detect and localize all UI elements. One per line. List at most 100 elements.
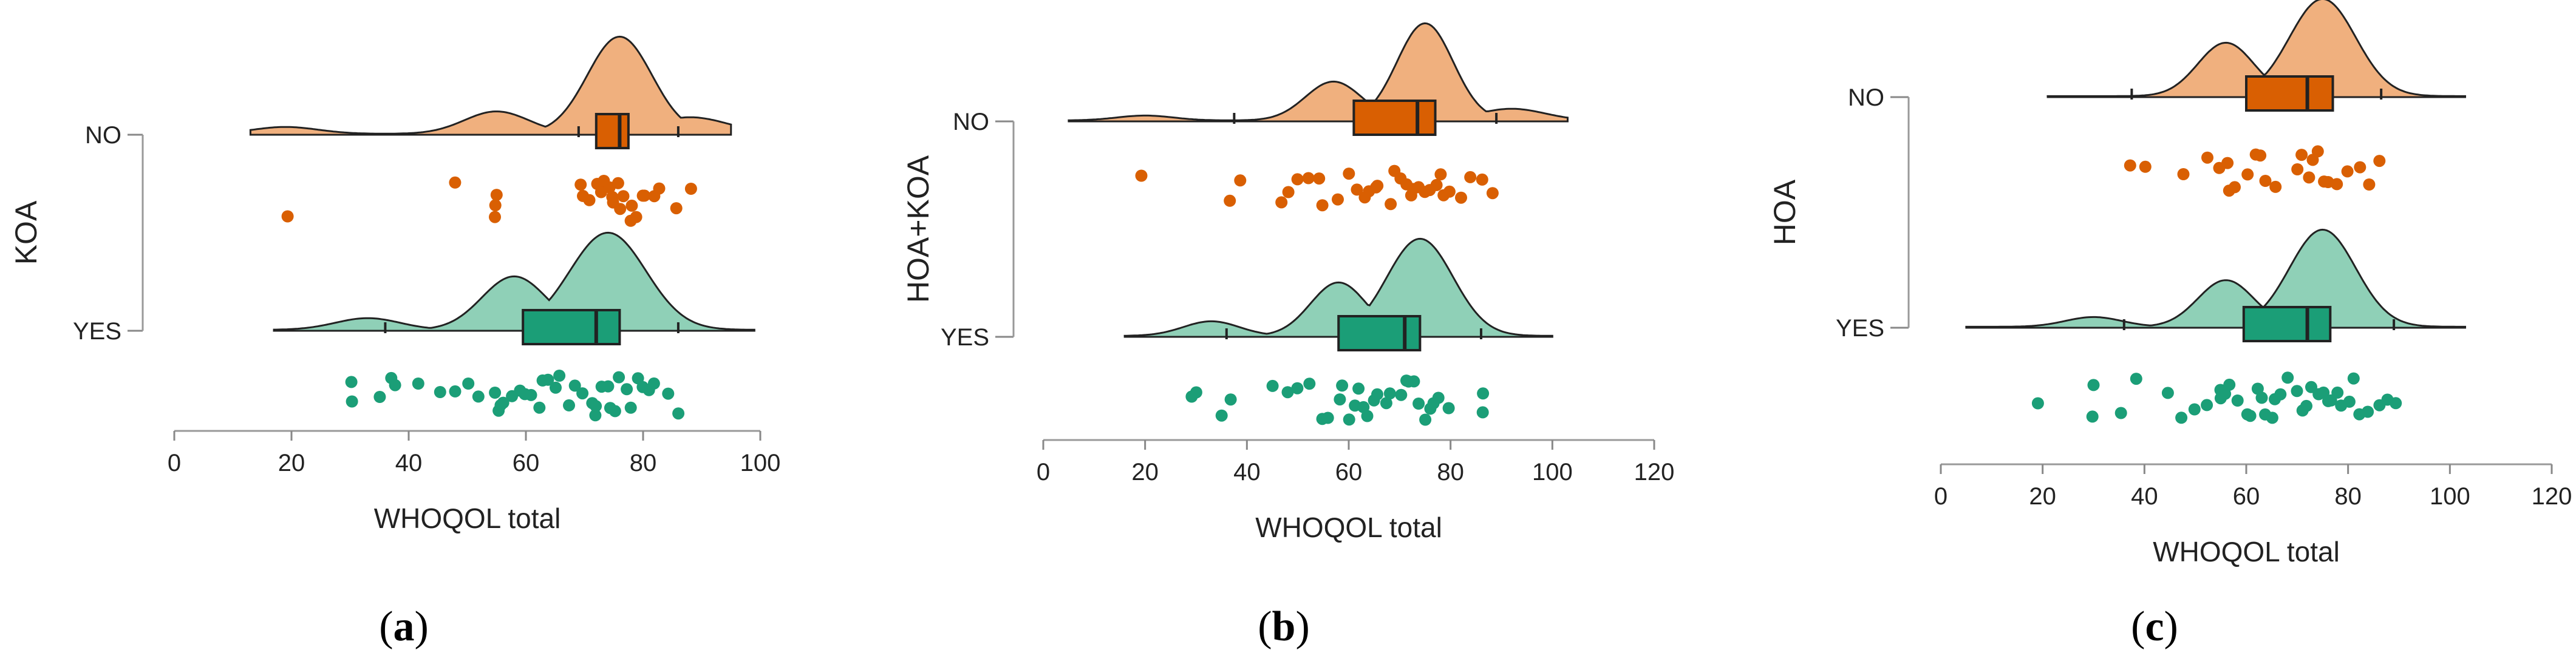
data-point-yes [1303,378,1316,390]
x-axis-title: WHOQOL total [2153,536,2340,567]
x-tick-label: 80 [630,450,657,476]
y-axis-title: KOA [9,200,43,265]
data-point-yes [2087,379,2100,391]
data-point-yes [2086,410,2099,423]
y-axis-title: HOA [1768,179,1802,245]
data-point-yes [449,385,462,398]
data-point-yes [2347,372,2360,385]
box-yes [522,309,621,345]
raincloud-plot-a: NO YES KOA 0 20 40 60 80 100 WHOQOL total (a) [9,35,781,650]
data-point-yes [2175,411,2188,424]
data-point-no [2139,160,2152,173]
data-point-yes [2266,411,2278,424]
density-cloud-no [1068,22,1569,123]
data-point-yes [542,373,554,386]
raincloud-plot-c: NO YES HOA 0 20 40 60 80 100 120 WHOQOL total (c) [1768,0,2572,650]
data-point-yes [1224,393,1237,406]
data-point-yes [1190,386,1202,399]
data-point-yes [1281,386,1294,399]
data-point-yes [576,387,589,400]
x-tick-label: 100 [740,450,781,476]
data-point-yes [568,379,581,392]
data-point-no [2341,165,2354,178]
data-point-no [1234,174,1247,187]
data-point-yes [2244,410,2257,422]
data-point-no [574,178,587,191]
data-point-yes [608,405,621,418]
x-tick-label: 40 [2131,483,2158,510]
panel-b: NO YES HOA+KOA 0 20 40 60 80 100 120 WHOQOL total (… [859,0,1717,667]
data-point-yes [525,388,537,401]
data-point-no [1316,199,1329,212]
data-point-yes [1321,411,1334,424]
x-axis-title: WHOQOL total [374,503,561,534]
x-tick-label: 80 [1437,459,1464,486]
data-point-yes [2331,386,2344,399]
data-point-yes [589,409,602,422]
x-tick-label: 40 [1233,459,1261,486]
category-label-no: NO [953,109,989,135]
data-point-no [1332,193,1344,206]
data-point-no [2241,168,2254,181]
data-point-no [630,211,642,223]
x-tick-label: 60 [2233,483,2260,510]
panel-label: (b) [1258,603,1310,650]
data-point-yes [563,399,575,411]
panel-a: NO YES KOA 0 20 40 60 80 100 WHOQOL total (a) [0,0,859,667]
data-point-no [617,190,630,203]
data-point-no [1486,187,1499,200]
data-point-yes [550,381,562,394]
data-point-yes [1419,413,1432,426]
x-tick-label: 100 [1532,459,1573,486]
data-point-yes [553,370,566,382]
data-point-no [2177,168,2190,180]
x-tick-label: 120 [2532,483,2572,510]
group-yes [1123,237,1553,426]
box-yes [1337,315,1422,351]
density-cloud-no [2046,0,2467,98]
data-point-yes [2291,385,2303,398]
x-tick-label: 60 [513,450,540,476]
data-point-yes [590,400,602,413]
group-no [249,35,732,227]
category-label-yes: YES [1836,315,1884,342]
data-point-no [2229,181,2241,194]
x-tick-label: 0 [1037,459,1050,486]
data-point-yes [1215,409,1228,422]
data-point-no [2363,178,2376,191]
data-point-no [1135,169,1148,182]
data-point-yes [2130,373,2142,385]
data-point-no [638,189,651,202]
box-yes [2242,306,2332,342]
data-point-no [281,210,294,223]
data-point-no [2221,157,2234,169]
data-point-yes [1442,402,1455,415]
data-point-yes [2251,382,2264,395]
x-tick-label: 100 [2430,483,2470,510]
data-point-yes [1371,388,1383,401]
data-point-yes [602,380,615,393]
data-point-yes [462,378,475,390]
data-point-yes [2390,397,2402,410]
data-point-no [2303,171,2315,184]
data-point-yes [2031,397,2044,410]
box-no [2245,75,2334,112]
data-point-yes [389,379,401,391]
data-point-no [449,176,462,189]
data-point-yes [1334,393,1346,406]
data-point-yes [2274,388,2287,401]
x-tick-label: 0 [1934,483,1947,510]
data-point-yes [2281,371,2294,384]
group-no [2046,0,2467,197]
data-point-no [1282,186,1295,198]
group-no [1068,22,1569,212]
data-point-no [1385,198,1397,211]
data-point-yes [2255,391,2268,404]
data-point-yes [1343,413,1355,426]
data-point-no [653,182,666,195]
panel-label: (a) [379,603,429,650]
data-point-yes [2343,395,2356,408]
data-point-yes [1432,391,1445,404]
data-point-no [2331,178,2343,191]
